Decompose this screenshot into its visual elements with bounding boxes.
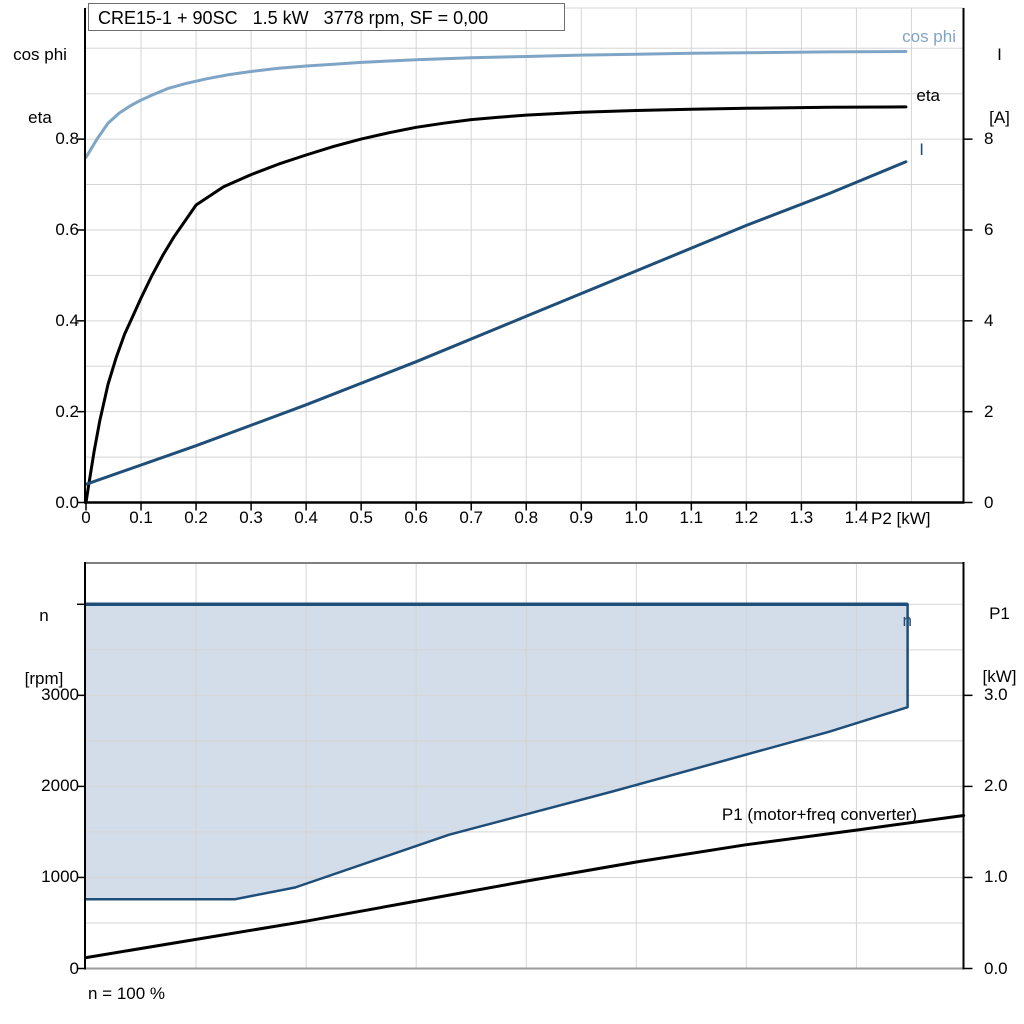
series-eta (84, 105, 908, 504)
tick-label: 6 (984, 219, 994, 239)
tick-label: 0.9 (569, 508, 594, 527)
current-curve-label: I (919, 140, 924, 159)
tick-label: 0 (984, 492, 994, 512)
bottom-chart-right-axis-title: P1 [kW] (975, 561, 1024, 729)
tick-label: 0.2 (184, 508, 208, 527)
tick-label: 1000 (41, 867, 79, 887)
tick-label: 0.8 (55, 129, 79, 149)
speed-unit-label: [rpm] (24, 669, 64, 688)
tick-label: 0 (69, 958, 79, 978)
cos-phi-axis-label: cos phi (13, 45, 67, 64)
top-chart-left-axis-title: cos phi eta (2, 2, 78, 170)
series-cos-phi (84, 50, 908, 159)
p1-curve-label: P1 (motor+freq converter) (721, 805, 917, 824)
tick-label: 0 (81, 508, 91, 527)
series-I (84, 160, 908, 486)
tick-label: 0.4 (55, 310, 79, 330)
tick-label: 0.2 (55, 401, 79, 421)
tick-label: 1.3 (789, 508, 814, 527)
tick-label: 0.0 (984, 958, 1008, 978)
current-axis-label: I (997, 45, 1002, 64)
tick-label: 0.6 (55, 219, 79, 239)
tick-label: 2 (984, 401, 994, 421)
speed-region-fill (86, 604, 908, 900)
series-p1 (84, 814, 966, 960)
speed-region-border (86, 603, 909, 901)
tick-label: 1.0 (624, 508, 649, 527)
top-chart-right-axis-title: I [A] (975, 2, 1024, 170)
tick-label: 1.2 (734, 508, 759, 527)
tick-label: 0.5 (349, 508, 373, 527)
p2-unit-label: P2 [kW] (871, 509, 931, 528)
speed-region-label: n (902, 611, 912, 630)
tick-label: 0.7 (459, 508, 484, 527)
cos-phi-curve-label: cos phi (902, 27, 956, 46)
tick-label: 0.0 (55, 492, 79, 512)
eta-axis-label: eta (28, 108, 52, 127)
tick-label: 1.0 (984, 867, 1008, 887)
tick-label: 1.4 (844, 508, 869, 527)
tick-label: 8 (984, 129, 994, 149)
tick-label: 3.0 (984, 685, 1008, 705)
tick-label: 0.8 (514, 508, 539, 527)
tick-label: 0.3 (239, 508, 263, 527)
tick-label: 3000 (41, 685, 79, 705)
tick-label: 0.6 (404, 508, 428, 527)
tick-label: 2.0 (984, 776, 1008, 796)
tick-label: 0.1 (129, 508, 153, 527)
tick-label: 4 (984, 310, 994, 330)
tick-label: 2000 (41, 776, 79, 796)
speed-axis-label: n (39, 606, 49, 625)
bottom-chart-left-axis-title: n [rpm] (10, 563, 78, 731)
tick-label: 1.1 (679, 508, 704, 527)
tick-label: 0.4 (294, 508, 318, 527)
speed-caption: n = 100 % (88, 984, 166, 1003)
p1-unit-label: [kW] (982, 667, 1017, 686)
eta-curve-label: eta (916, 86, 940, 105)
current-unit-label: [A] (989, 108, 1010, 127)
p1-axis-label: P1 (989, 604, 1010, 623)
chart-title: CRE15-1 + 90SC 1.5 kW 3778 rpm, SF = 0,0… (88, 3, 565, 31)
